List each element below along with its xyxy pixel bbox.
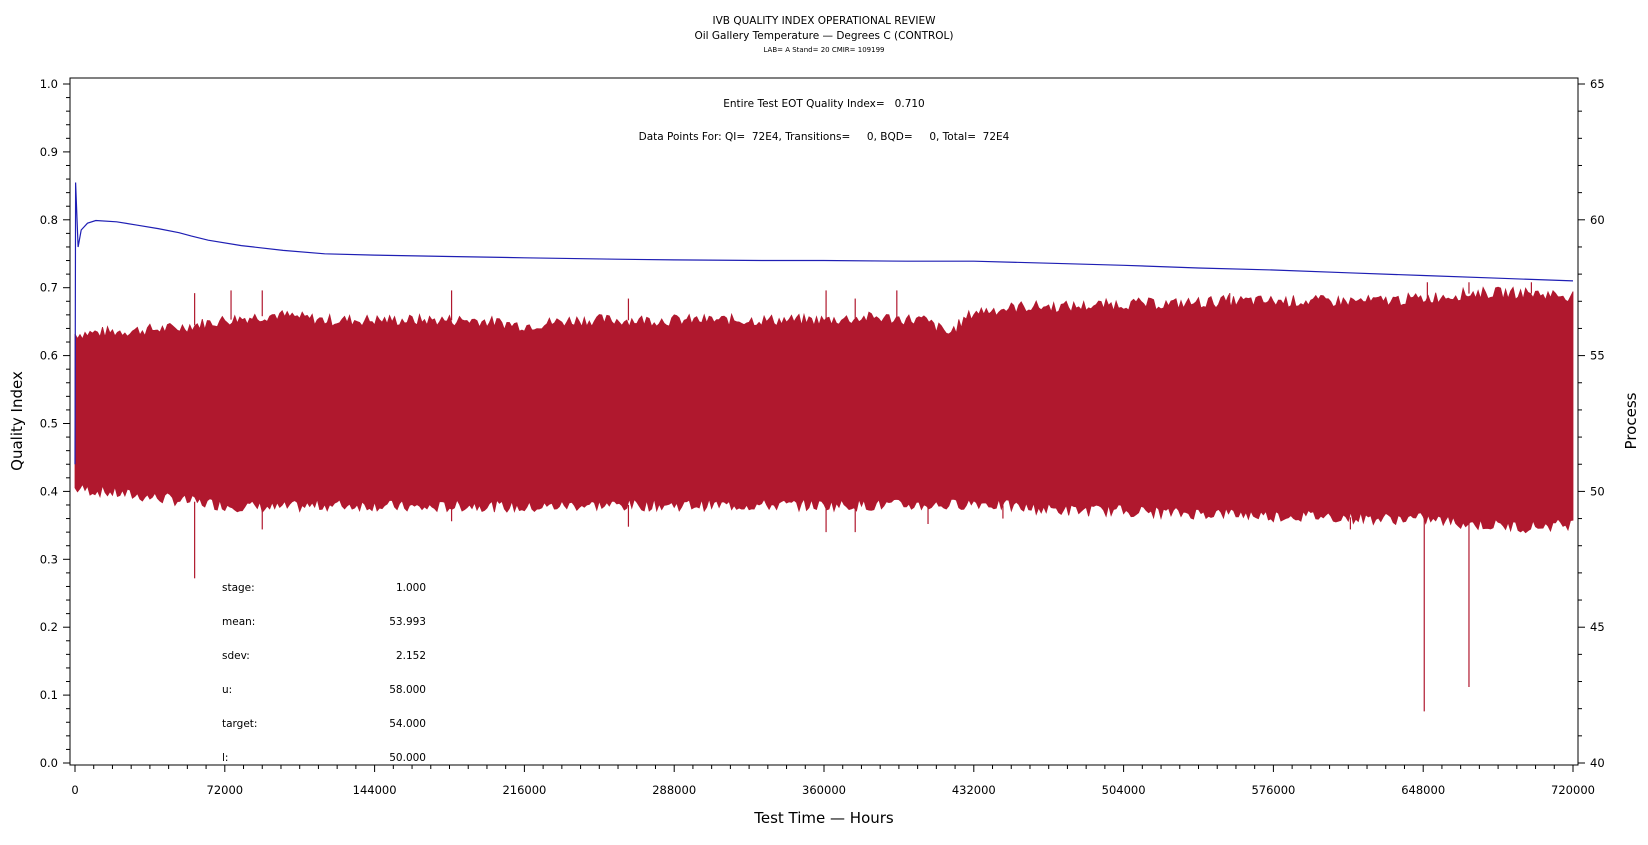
- y-tick-label: 1.0: [40, 77, 58, 91]
- stat-label: l:: [222, 752, 228, 764]
- stat-label: target:: [222, 718, 257, 730]
- y-tick-label: 0.6: [40, 349, 58, 363]
- y-tick-label: 0.9: [40, 145, 58, 159]
- y2-axis-label: Process: [1622, 392, 1640, 449]
- chart-subtitle: Oil Gallery Temperature — Degrees C (CON…: [694, 30, 953, 42]
- x-tick-label: 504000: [1102, 783, 1146, 797]
- x-tick-label: 288000: [652, 783, 696, 797]
- y2-tick-label: 65: [1590, 77, 1605, 91]
- y2-tick-label: 45: [1590, 620, 1605, 634]
- chart-title: IVB QUALITY INDEX OPERATIONAL REVIEW: [713, 15, 937, 27]
- x-tick-label: 72000: [207, 783, 244, 797]
- stat-label: sdev:: [222, 650, 250, 662]
- y-tick-label: 0.3: [40, 552, 58, 566]
- y-tick-label: 0.4: [40, 484, 58, 498]
- y-tick-label: 0.5: [40, 417, 58, 431]
- stat-value: 58.000: [389, 684, 426, 696]
- x-tick-label: 0: [71, 783, 78, 797]
- y-tick-label: 0.0: [40, 756, 58, 770]
- eot-quality-annotation: Entire Test EOT Quality Index= 0.710: [723, 98, 925, 110]
- y2-tick-label: 40: [1590, 756, 1605, 770]
- y2-tick-label: 60: [1590, 213, 1605, 227]
- x-tick-label: 144000: [353, 783, 397, 797]
- stat-value: 1.000: [396, 582, 426, 594]
- stat-label: u:: [222, 684, 232, 696]
- stat-value: 54.000: [389, 718, 426, 730]
- y-tick-label: 0.7: [40, 281, 58, 295]
- x-tick-label: 576000: [1251, 783, 1295, 797]
- plot-marks: [74, 182, 1574, 712]
- stat-label: stage:: [222, 582, 255, 594]
- stat-value: 2.152: [396, 650, 426, 662]
- process-band: [74, 286, 1574, 534]
- stats-block: stage: 1.000 mean: 53.993 sdev: 2.152 u: 58.000…: [222, 582, 426, 764]
- data-points-annotation: Data Points For: QI= 72E4, Transitions= …: [639, 131, 1010, 143]
- x-tick-label: 360000: [802, 783, 846, 797]
- y-axis-left: 0.0 0.1 0.2 0.3 0.4 0.5 0.6 0.7 0.8 0.9 1.0: [40, 77, 70, 770]
- y-axis-right: 40 45 50 55 60 65: [1578, 77, 1605, 770]
- y-tick-label: 0.2: [40, 620, 58, 634]
- stat-value: 53.993: [389, 616, 426, 628]
- y-tick-label: 0.8: [40, 213, 58, 227]
- x-tick-label: 648000: [1401, 783, 1445, 797]
- chart-subtitle-2: LAB= A Stand= 20 CMIR= 109199: [763, 46, 884, 54]
- y2-tick-label: 50: [1590, 484, 1605, 498]
- y2-tick-label: 55: [1590, 349, 1605, 363]
- x-tick-label: 720000: [1551, 783, 1595, 797]
- chart-titles: IVB QUALITY INDEX OPERATIONAL REVIEW Oil…: [694, 15, 953, 54]
- y-axis-label: Quality Index: [8, 371, 26, 471]
- stat-label: mean:: [222, 616, 255, 628]
- x-tick-label: 216000: [502, 783, 546, 797]
- quality-index-line: [74, 182, 1574, 465]
- y-tick-label: 0.1: [40, 688, 58, 702]
- x-tick-label: 432000: [952, 783, 996, 797]
- stat-value: 50.000: [389, 752, 426, 764]
- x-axis: 0 72000 144000 216000 288000 360000 432000 5040…: [71, 765, 1595, 797]
- x-axis-label: Test Time — Hours: [753, 809, 894, 827]
